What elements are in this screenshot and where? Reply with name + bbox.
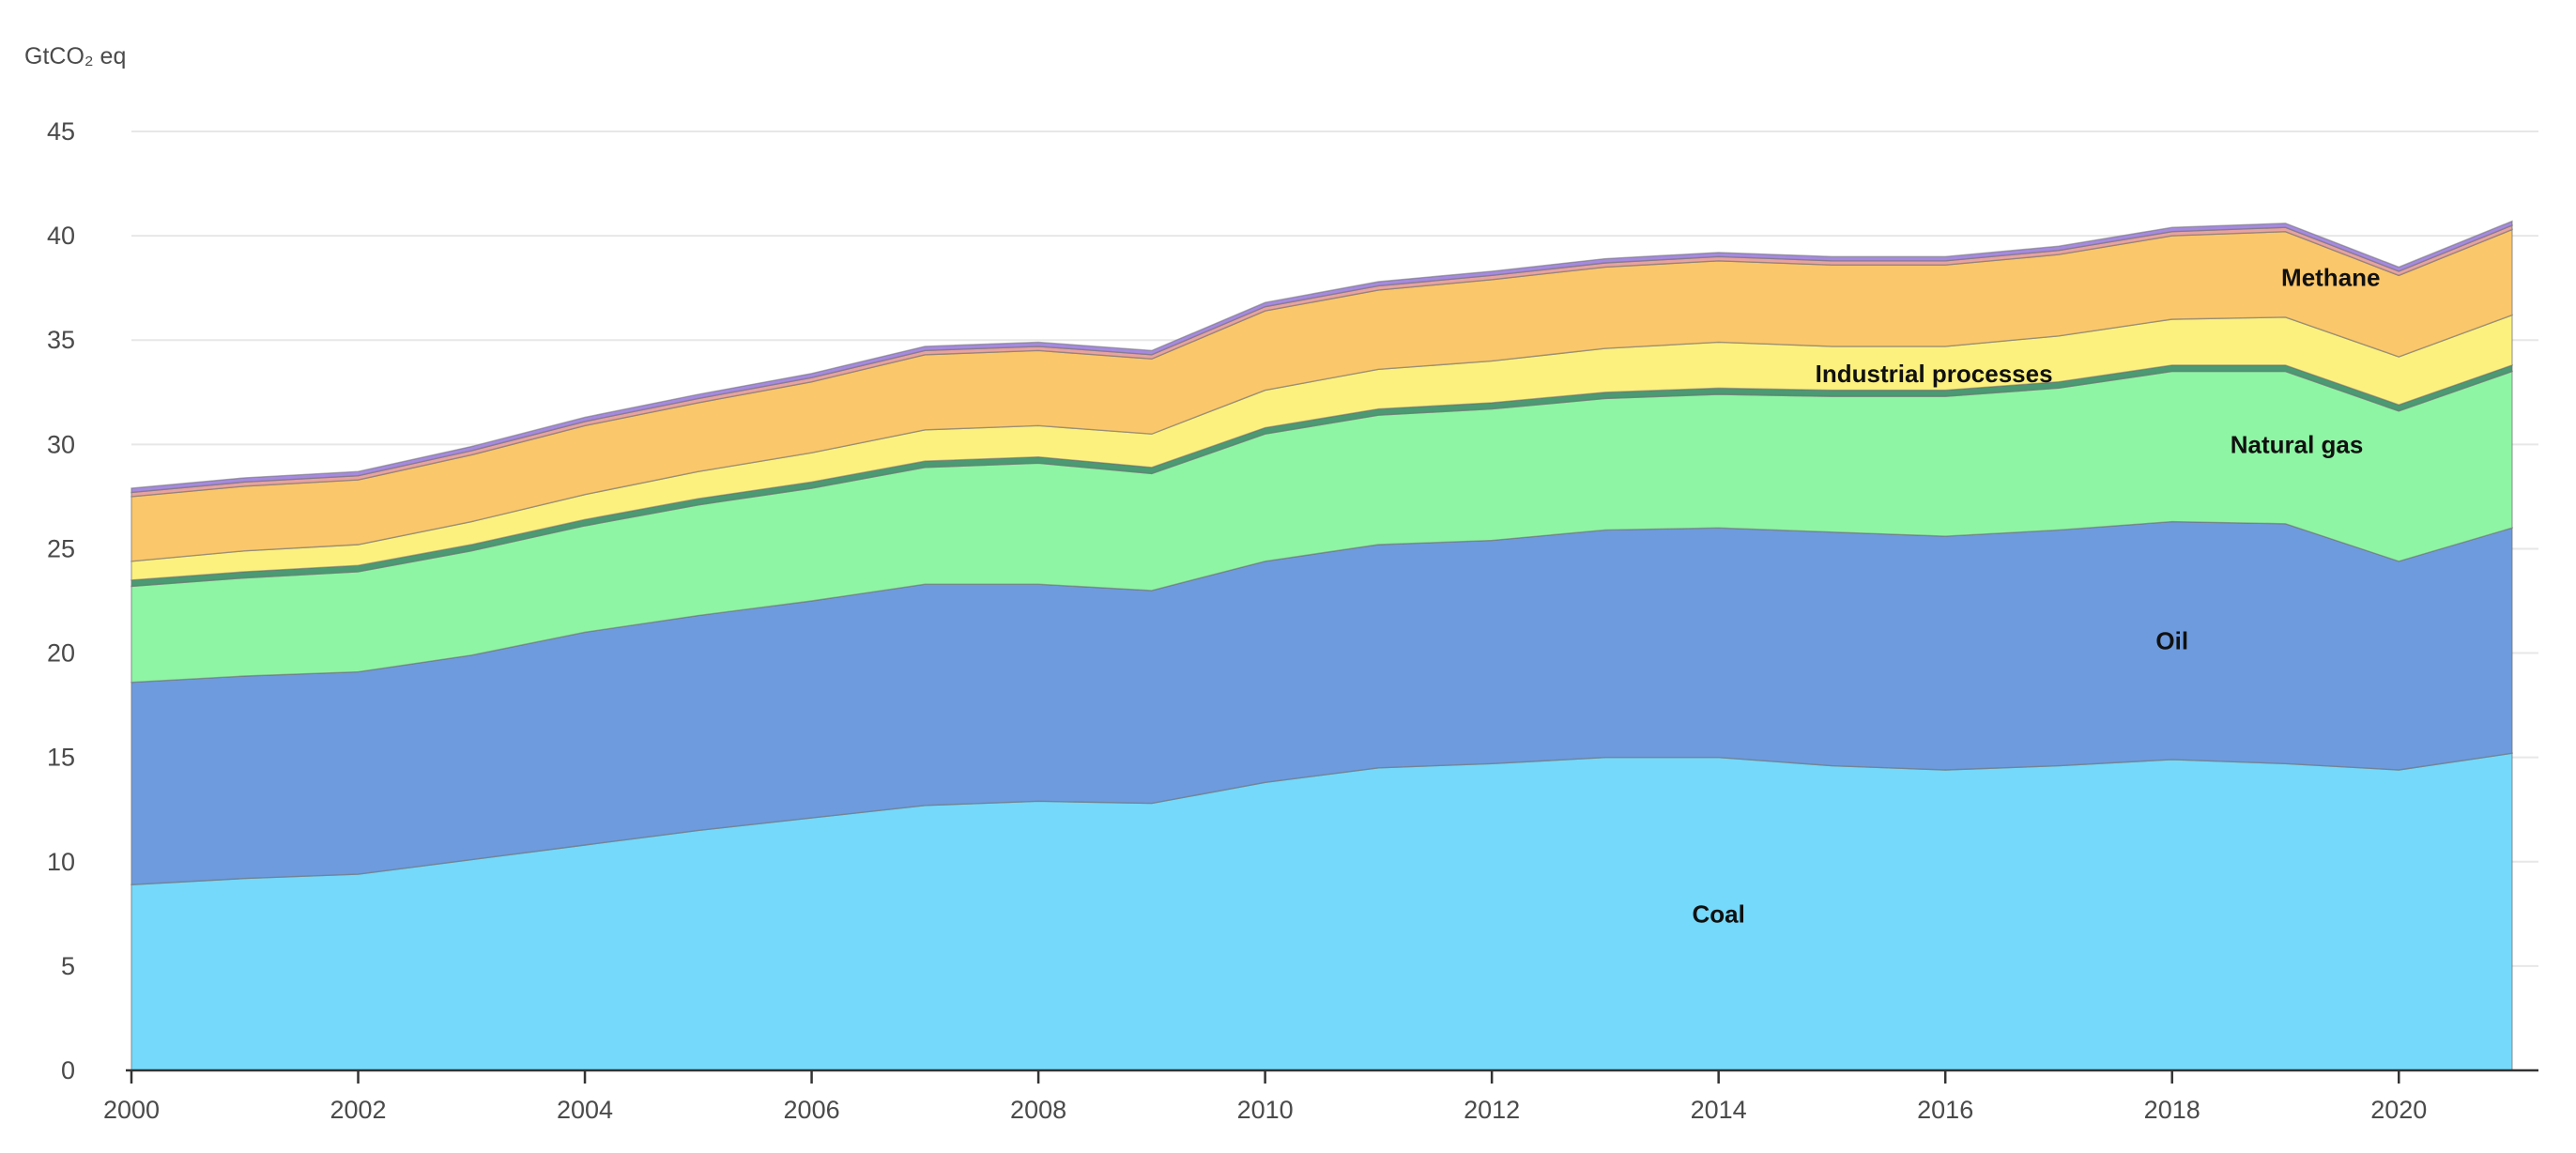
series-label-natural-gas: Natural gas — [2231, 430, 2364, 458]
y-tick-label: 15 — [47, 744, 75, 772]
x-tick-label: 2002 — [330, 1096, 386, 1124]
y-tick-label: 40 — [47, 222, 75, 250]
x-tick-label: 2000 — [103, 1096, 160, 1124]
y-tick-label: 20 — [47, 639, 75, 668]
x-tick-label: 2010 — [1237, 1096, 1294, 1124]
x-tick-label: 2018 — [2144, 1096, 2200, 1124]
y-tick-label: 35 — [47, 326, 75, 354]
series-label-coal: Coal — [1692, 899, 1744, 928]
y-tick-label: 0 — [61, 1056, 75, 1084]
series-label-industrial-processes: Industrial processes — [1816, 360, 2053, 388]
area-other — [130, 220, 2513, 494]
x-tick-label: 2006 — [784, 1096, 840, 1124]
y-tick-label: 45 — [47, 117, 75, 146]
y-tick-label: 5 — [61, 952, 75, 980]
x-tick-label: 2008 — [1010, 1096, 1066, 1124]
series-label-methane: Methane — [2281, 264, 2380, 292]
x-tick-label: 2020 — [2370, 1096, 2427, 1124]
x-tick-label: 2004 — [557, 1096, 613, 1124]
x-tick-label: 2014 — [1691, 1096, 1747, 1124]
series-labels: Coal Oil Natural gas Industrial processes Me… — [1692, 264, 2380, 929]
y-tick-label: 10 — [47, 848, 75, 876]
axes: 0 5 10 15 20 25 30 35 40 45 2000 2002 2004 2006 2008 20… — [47, 117, 2538, 1124]
x-tick-label: 2012 — [1464, 1096, 1520, 1124]
y-tick-label: 25 — [47, 534, 75, 562]
x-tick-label: 2016 — [1917, 1096, 1973, 1124]
area-series — [130, 220, 2513, 1071]
y-tick-label: 30 — [47, 430, 75, 458]
series-label-oil: Oil — [2155, 626, 2188, 654]
y-unit-label: GtCO₂ eq — [24, 43, 126, 69]
